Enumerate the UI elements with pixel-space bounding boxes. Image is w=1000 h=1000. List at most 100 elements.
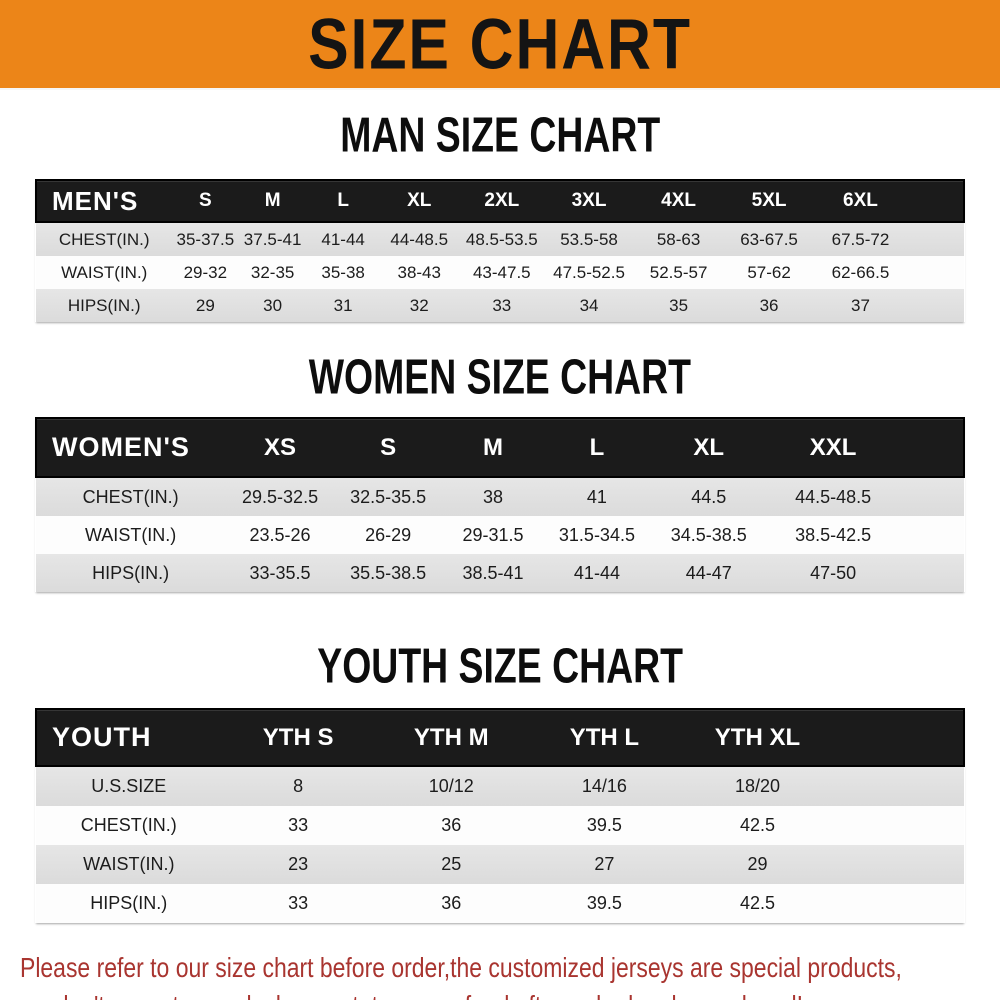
size-cell: 31.5-34.5 xyxy=(544,516,650,554)
women-size-header-xxl: XXL xyxy=(768,417,899,478)
youth-section: YOUTH SIZE CHART YOUTH YTH S YTH M YTH L… xyxy=(0,639,1000,923)
size-cell: 41-44 xyxy=(544,554,650,592)
size-cell: 38 xyxy=(441,477,545,516)
size-cell: 32 xyxy=(379,289,460,322)
women-size-header-l: L xyxy=(544,417,650,478)
spacer-cell xyxy=(898,516,964,554)
size-cell: 44.5 xyxy=(649,477,769,516)
size-cell: 30 xyxy=(238,289,307,322)
men-size-header-xl: XL xyxy=(379,179,460,223)
size-cell: 44-47 xyxy=(649,554,769,592)
size-cell: 23.5-26 xyxy=(225,516,335,554)
size-cell: 47-50 xyxy=(768,554,899,592)
size-cell: 10/12 xyxy=(374,766,528,806)
size-cell: 37.5-41 xyxy=(238,222,307,256)
size-cell: 35-38 xyxy=(306,256,380,289)
size-cell: 32.5-35.5 xyxy=(334,477,442,516)
youth-group-label: YOUTH xyxy=(35,708,222,767)
size-cell: 34.5-38.5 xyxy=(649,516,769,554)
size-cell: 36 xyxy=(374,806,528,845)
men-waist-row: WAIST(IN.) 29-32 32-35 35-38 38-43 43-47… xyxy=(36,256,964,289)
women-section-title: WOMEN SIZE CHART xyxy=(0,350,1000,405)
row-label: WAIST(IN.) xyxy=(36,516,226,554)
women-size-header-m: M xyxy=(441,417,545,478)
size-cell: 29 xyxy=(172,289,239,322)
banner: SIZE CHART xyxy=(0,0,1000,90)
women-waist-row: WAIST(IN.) 23.5-26 26-29 29-31.5 31.5-34… xyxy=(36,516,964,554)
size-cell: 23 xyxy=(221,845,375,884)
men-hips-row: HIPS(IN.) 29 30 31 32 33 34 35 36 37 xyxy=(36,289,964,322)
row-label: WAIST(IN.) xyxy=(36,845,222,884)
youth-chest-row: CHEST(IN.) 33 36 39.5 42.5 xyxy=(36,806,964,845)
row-label: CHEST(IN.) xyxy=(36,222,173,256)
men-size-header-4xl: 4XL xyxy=(633,179,724,223)
spacer-cell xyxy=(834,806,964,845)
size-cell: 39.5 xyxy=(527,806,681,845)
size-cell: 47.5-52.5 xyxy=(544,256,634,289)
size-cell: 33 xyxy=(459,289,545,322)
women-size-header-xs: XS xyxy=(225,417,335,478)
men-size-header-6xl: 6XL xyxy=(814,179,907,223)
row-label: CHEST(IN.) xyxy=(36,806,222,845)
size-cell: 63-67.5 xyxy=(723,222,815,256)
size-cell: 48.5-53.5 xyxy=(459,222,545,256)
size-cell: 33 xyxy=(221,884,375,923)
youth-waist-row: WAIST(IN.) 23 25 27 29 xyxy=(36,845,964,884)
spacer-cell xyxy=(834,708,965,767)
size-cell: 39.5 xyxy=(527,884,681,923)
men-size-header-s: S xyxy=(172,179,239,223)
size-cell: 58-63 xyxy=(633,222,724,256)
youth-size-header-l: YTH L xyxy=(527,708,681,767)
size-cell: 35 xyxy=(633,289,724,322)
size-cell: 41 xyxy=(544,477,650,516)
size-cell: 42.5 xyxy=(680,806,835,845)
spacer-cell xyxy=(834,845,964,884)
size-cell: 44.5-48.5 xyxy=(768,477,899,516)
size-cell: 67.5-72 xyxy=(814,222,907,256)
women-chest-row: CHEST(IN.) 29.5-32.5 32.5-35.5 38 41 44.… xyxy=(36,477,964,516)
size-cell: 14/16 xyxy=(527,766,681,806)
men-size-header-m: M xyxy=(238,179,307,223)
men-size-table: MEN'S S M L XL 2XL 3XL 4XL 5XL 6XL CHEST… xyxy=(34,179,965,322)
size-cell: 42.5 xyxy=(680,884,835,923)
spacer-cell xyxy=(898,477,964,516)
men-section-title-text: MAN SIZE CHART xyxy=(340,108,660,163)
women-section: WOMEN SIZE CHART WOMEN'S XS S M L XL XXL xyxy=(0,350,1000,592)
size-cell: 41-44 xyxy=(306,222,380,256)
size-cell: 27 xyxy=(527,845,681,884)
row-label: CHEST(IN.) xyxy=(36,477,226,516)
size-cell: 38.5-41 xyxy=(441,554,545,592)
size-cell: 53.5-58 xyxy=(544,222,634,256)
youth-section-title-text: YOUTH SIZE CHART xyxy=(317,639,683,694)
spacer-cell xyxy=(834,766,964,806)
size-cell: 35.5-38.5 xyxy=(334,554,442,592)
women-header-row: WOMEN'S XS S M L XL XXL xyxy=(34,417,965,478)
size-cell: 32-35 xyxy=(238,256,307,289)
women-size-table: WOMEN'S XS S M L XL XXL CHEST(IN.) 29.5-… xyxy=(34,417,965,592)
youth-size-header-s: YTH S xyxy=(221,708,375,767)
youth-size-header-m: YTH M xyxy=(374,708,528,767)
row-label: HIPS(IN.) xyxy=(36,554,226,592)
size-cell: 25 xyxy=(374,845,528,884)
women-hips-row: HIPS(IN.) 33-35.5 35.5-38.5 38.5-41 41-4… xyxy=(36,554,964,592)
spacer-cell xyxy=(906,256,964,289)
men-size-header-5xl: 5XL xyxy=(723,179,815,223)
order-notice: Please refer to our size chart before or… xyxy=(0,949,1000,1000)
women-section-title-text: WOMEN SIZE CHART xyxy=(308,350,692,405)
row-label: HIPS(IN.) xyxy=(36,289,173,322)
size-cell: 38-43 xyxy=(379,256,460,289)
banner-title: SIZE CHART xyxy=(308,3,692,85)
size-cell: 26-29 xyxy=(334,516,442,554)
size-cell: 62-66.5 xyxy=(814,256,907,289)
spacer-cell xyxy=(906,289,964,322)
size-cell: 8 xyxy=(221,766,375,806)
size-cell: 33-35.5 xyxy=(225,554,335,592)
men-size-header-l: L xyxy=(306,179,380,223)
row-label: U.S.SIZE xyxy=(36,766,222,806)
youth-size-header-xl: YTH XL xyxy=(680,708,835,767)
youth-size-table: YOUTH YTH S YTH M YTH L YTH XL U.S.SIZE … xyxy=(35,708,965,923)
men-section: MAN SIZE CHART MEN'S S M L XL 2XL 3XL 4X… xyxy=(0,108,1000,322)
men-size-header-2xl: 2XL xyxy=(459,179,545,223)
men-group-label: MEN'S xyxy=(34,179,173,223)
